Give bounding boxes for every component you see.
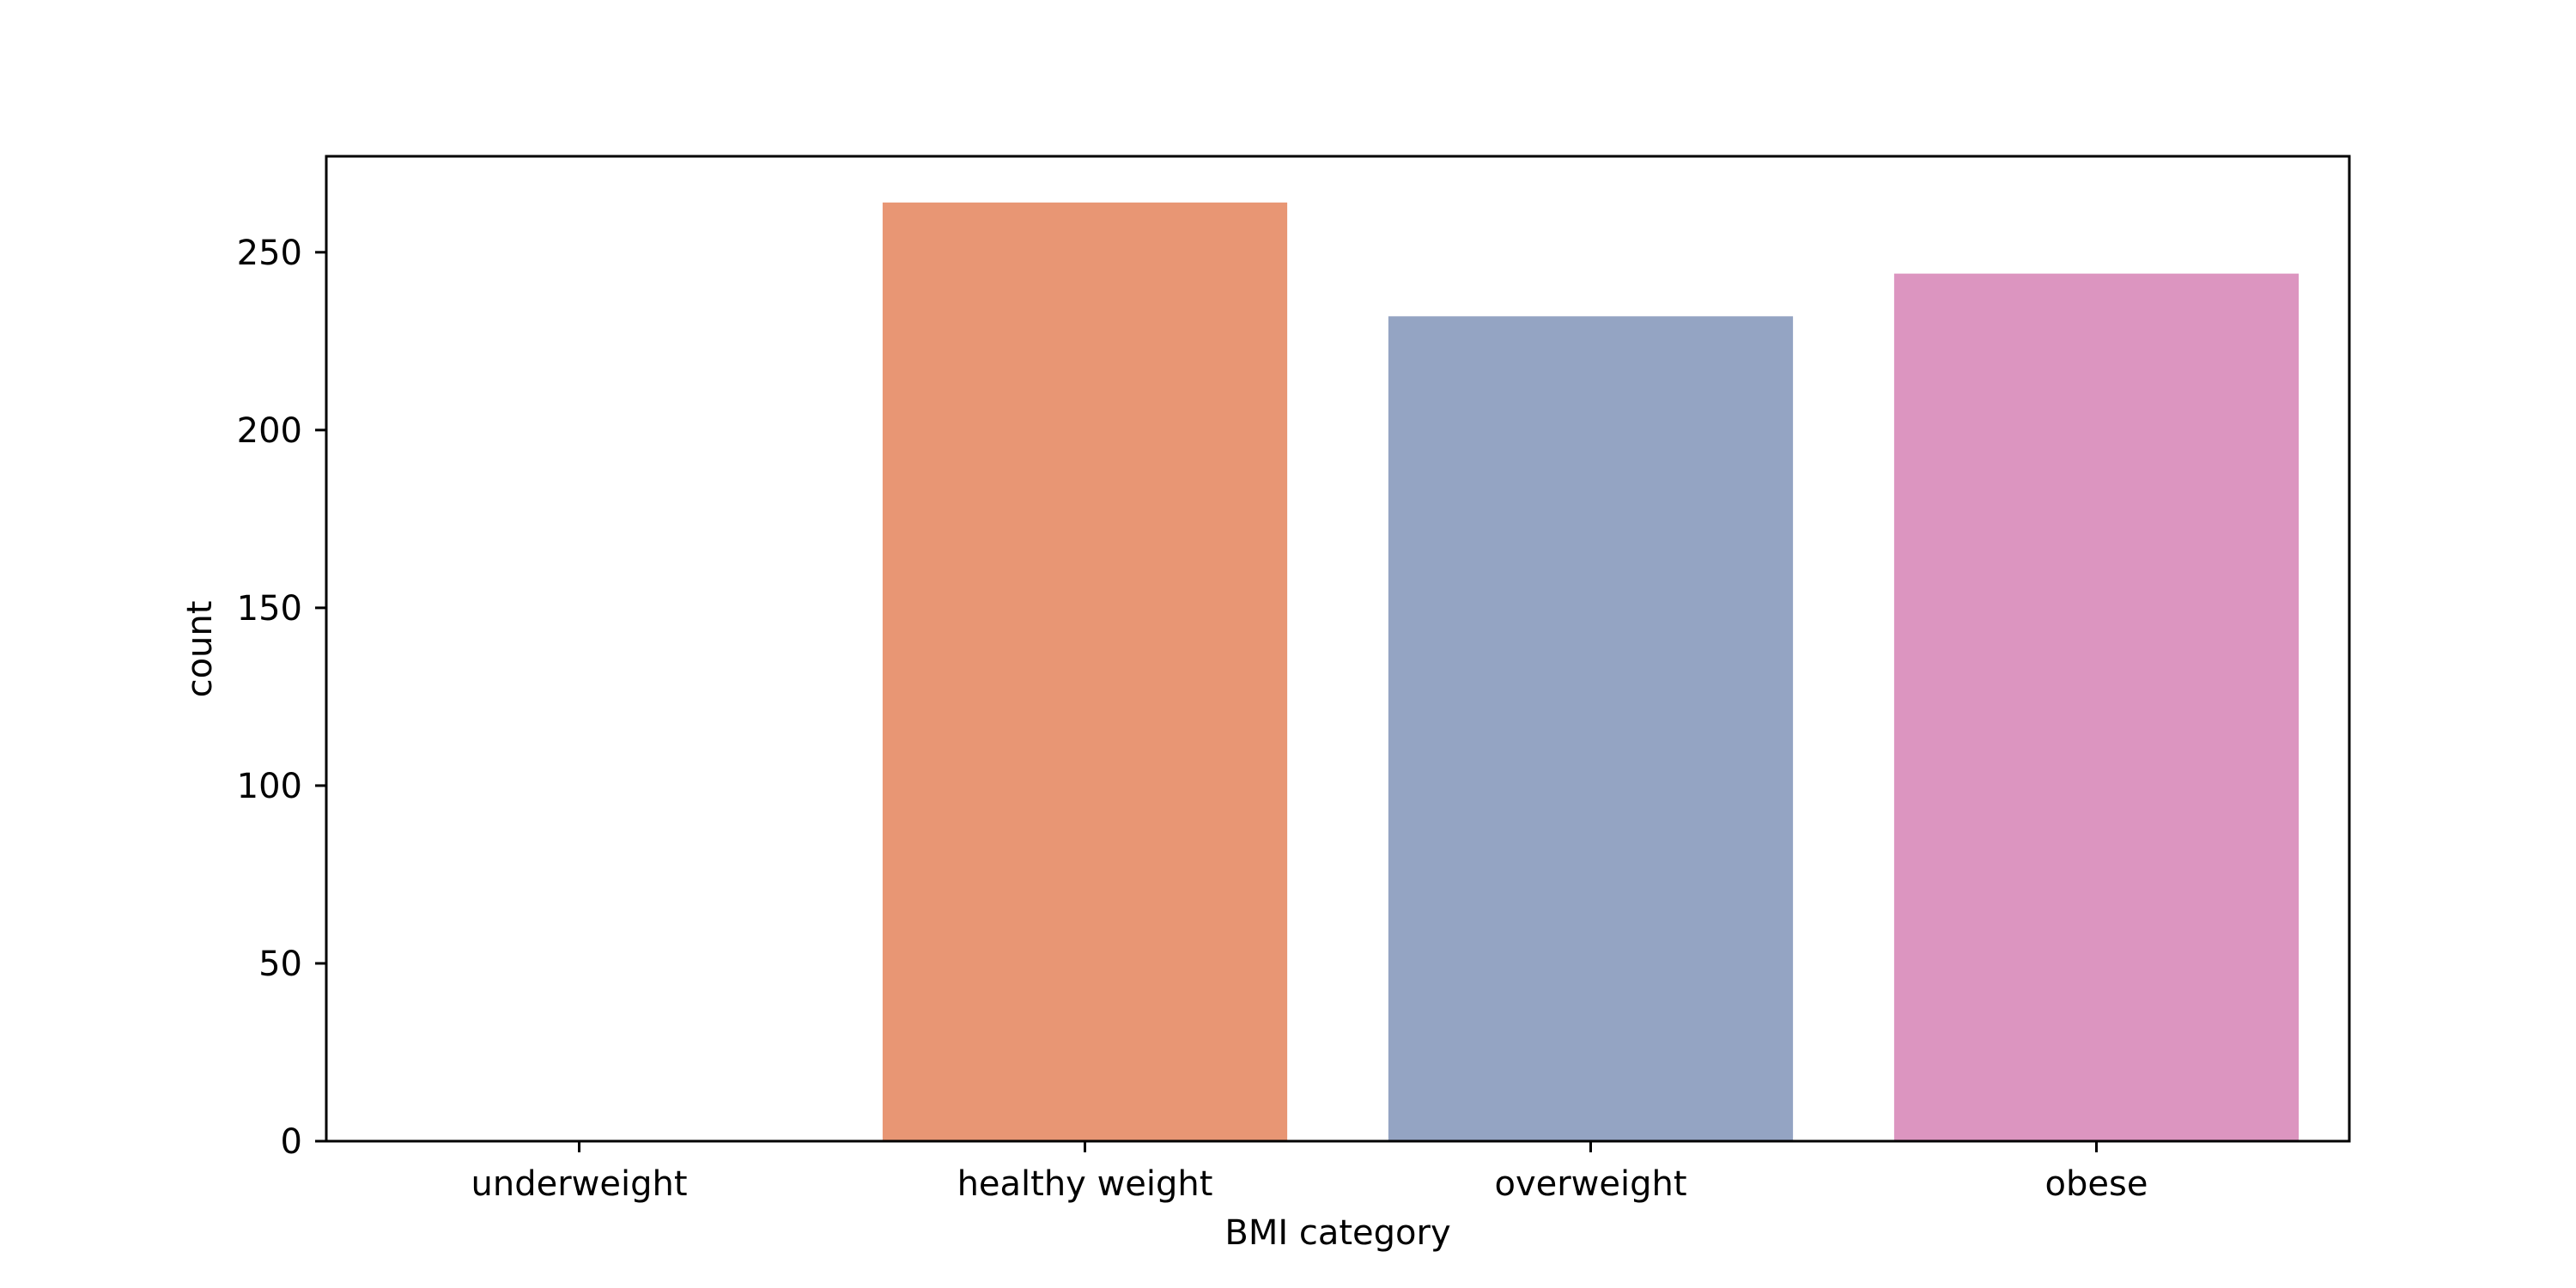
plot-frame	[325, 155, 2351, 1143]
bar-healthy-weight	[882, 202, 1288, 1141]
bar-overweight	[1388, 316, 1794, 1141]
bar-obese	[1893, 273, 2300, 1141]
y-tick-label: 100	[237, 767, 302, 806]
x-axis: underweight healthy weight overweight obese	[471, 1141, 2148, 1204]
y-tick-label: 250	[237, 234, 302, 273]
y-axis: 0 50 100 150 200 250	[237, 234, 326, 1162]
x-tick-label: healthy weight	[957, 1164, 1213, 1204]
x-tick-label: underweight	[471, 1164, 687, 1204]
x-tick-label: overweight	[1494, 1164, 1686, 1204]
bars-group	[882, 202, 2300, 1141]
y-axis-label: count	[180, 601, 220, 698]
x-axis-label: BMI category	[1224, 1213, 1450, 1253]
y-tick-label: 150	[237, 589, 302, 629]
y-tick-label: 50	[258, 945, 302, 984]
y-tick-label: 200	[237, 411, 302, 451]
y-tick-label: 0	[281, 1122, 302, 1162]
x-tick-label: obese	[2045, 1164, 2148, 1204]
